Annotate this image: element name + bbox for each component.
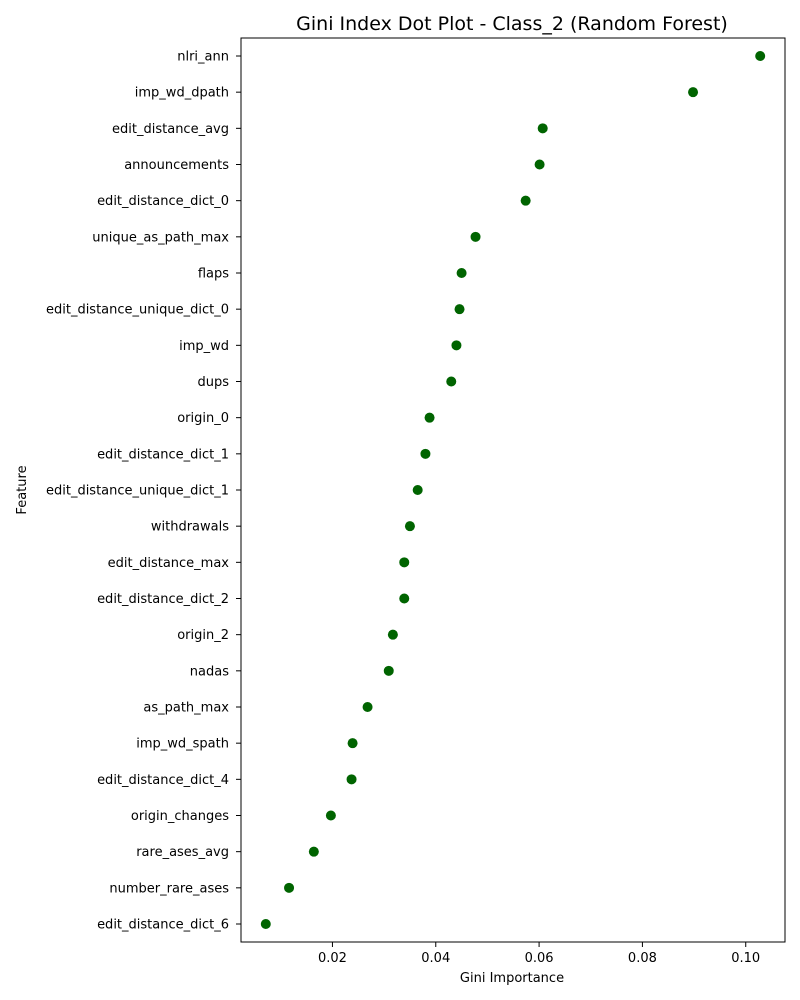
y-tick-label: edit_distance_max — [108, 556, 230, 571]
x-tick-label: 0.06 — [525, 951, 554, 966]
y-tick-label: edit_distance_unique_dict_0 — [46, 303, 229, 318]
y-tick-label: edit_distance_unique_dict_1 — [46, 484, 229, 499]
data-point-edit-distance-dict-4 — [346, 774, 357, 785]
data-point-imp-wd-spath — [347, 738, 358, 749]
y-axis: nlri_ann imp_wd_dpath edit_distance_avgann… — [46, 50, 241, 933]
x-tick-label: 0.08 — [628, 951, 657, 966]
data-point-flaps — [456, 268, 467, 278]
chart-title: Gini Index Dot Plot - Class_2 (Random Fo… — [296, 13, 728, 35]
data-point-origin-2 — [387, 629, 398, 640]
x-axis: 0.02 0.04 0.06 0.08 0.10 — [318, 942, 760, 966]
data-point-edit-distance-dict-1 — [420, 448, 431, 459]
data-point-number-rare-ases — [284, 882, 295, 893]
x-tick-label: 0.10 — [731, 951, 760, 966]
data-point-unique-as-path-max — [470, 231, 481, 242]
y-tick-label: origin_0 — [177, 411, 229, 426]
x-tick-label: 0.02 — [318, 951, 347, 966]
y-tick-label: edit_distance_dict_1 — [97, 447, 229, 462]
data-point-edit-distance-avg — [537, 123, 548, 134]
data-point-edit-distance-unique-dict-1 — [412, 485, 423, 495]
data-point-announcements — [534, 159, 545, 170]
y-tick-label: edit_distance_dict_4 — [97, 773, 229, 788]
data-point-imp-wd — [451, 340, 462, 351]
data-point-imp-wd-dpath — [688, 87, 699, 98]
y-tick-label: number_rare_ases — [109, 881, 229, 896]
y-tick-label: as_path_max — [143, 701, 229, 716]
y-tick-label: unique_as_path_max — [92, 230, 229, 245]
data-point-edit-distance-dict-6 — [260, 919, 271, 929]
y-tick-label: origin_changes — [131, 809, 229, 824]
x-axis-title: Gini Importance — [460, 971, 564, 986]
y-tick-label: edit_distance_dict_2 — [97, 592, 229, 607]
y-tick-label: imp_wd_dpath — [135, 86, 229, 101]
data-point-origin-changes — [325, 810, 336, 821]
y-tick-label: flaps — [198, 267, 229, 282]
y-tick-label: announcements — [124, 158, 229, 173]
y-tick-label: nlri_ann — [177, 50, 229, 65]
data-points — [260, 51, 766, 929]
y-tick-label: withdrawals — [151, 520, 229, 535]
y-tick-label: rare_ases_avg — [136, 845, 229, 860]
y-tick-label: dups — [197, 375, 229, 390]
data-point-nadas — [383, 665, 394, 676]
y-tick-label: origin_2 — [177, 628, 229, 643]
y-tick-label: edit_distance_dict_6 — [97, 918, 229, 933]
y-tick-label: imp_wd — [179, 339, 229, 354]
data-point-rare-ases-avg — [308, 846, 319, 857]
data-point-edit-distance-max — [399, 557, 410, 568]
data-point-origin-0 — [424, 412, 435, 423]
y-tick-label: edit_distance_avg — [112, 122, 229, 137]
y-tick-label: nadas — [190, 664, 229, 679]
y-tick-label: imp_wd_spath — [136, 737, 229, 752]
y-tick-label: edit_distance_dict_0 — [97, 194, 229, 209]
y-axis-title: Feature — [15, 465, 30, 514]
plot-area — [240, 37, 786, 943]
data-point-edit-distance-dict-0 — [520, 195, 531, 206]
data-point-as-path-max — [362, 702, 373, 712]
data-point-edit-distance-unique-dict-0 — [454, 304, 465, 315]
data-point-dups — [446, 376, 457, 387]
data-point-withdrawals — [404, 521, 415, 532]
x-tick-label: 0.04 — [421, 951, 450, 966]
data-point-edit-distance-dict-2 — [399, 593, 410, 604]
data-point-nlri-ann — [755, 51, 766, 61]
